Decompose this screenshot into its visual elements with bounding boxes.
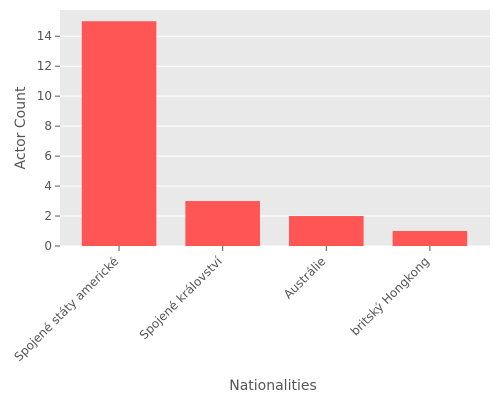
y-axis-ticks: 0 2 4 6 8 10 12 14 — [37, 29, 60, 253]
y-tick-label: 8 — [44, 119, 52, 133]
y-tick-label: 4 — [44, 179, 52, 193]
y-tick-label: 2 — [44, 209, 52, 223]
y-tick-label: 6 — [44, 149, 52, 163]
x-tick-label: Spojené království — [137, 254, 226, 343]
bar-2 — [288, 216, 364, 246]
y-tick-label: 14 — [37, 29, 52, 43]
x-axis-title: Nationalities — [229, 378, 317, 394]
y-axis-title: Actor Count — [13, 86, 29, 169]
x-axis-ticks: Spojené státy americké Spojené království… — [11, 246, 432, 364]
x-tick-label: Spojené státy americké — [11, 254, 121, 364]
bar-1 — [185, 201, 260, 246]
bar-0 — [81, 21, 157, 246]
y-tick-label: 10 — [37, 89, 52, 103]
y-tick-label: 0 — [44, 239, 52, 253]
y-tick-label: 12 — [37, 59, 52, 73]
x-tick-label: Austrálie — [281, 254, 328, 301]
x-tick-label: britský Hongkong — [348, 254, 432, 338]
bar-3 — [392, 231, 468, 246]
bars — [81, 21, 468, 246]
